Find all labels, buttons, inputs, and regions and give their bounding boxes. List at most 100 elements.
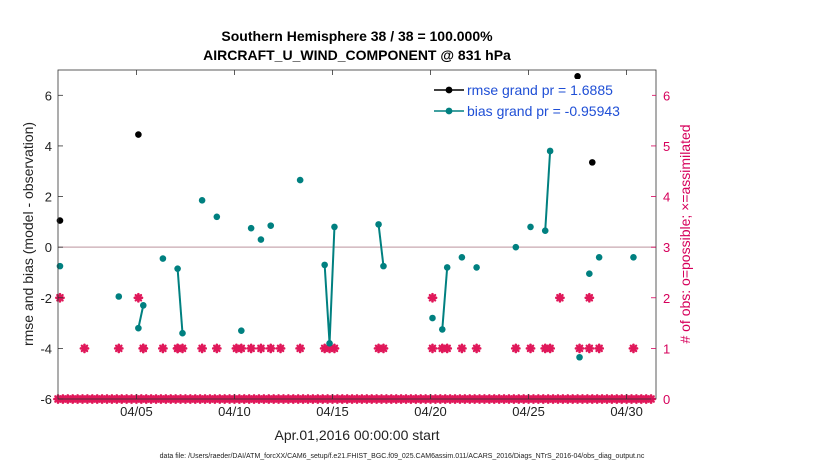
obs-assimilated-point-28-d2 [546, 344, 554, 353]
bias-point-10-0 [267, 222, 275, 229]
obs-assimilated-point-7-d2 [213, 344, 221, 353]
obs-assimilated-point-20 [427, 343, 438, 354]
y-right-tick-label-0: 0 [663, 392, 670, 407]
obs-assimilated-point-13 [275, 343, 286, 354]
obs-assimilated-point-22 [442, 343, 453, 354]
bias-point-17-0 [473, 264, 480, 271]
x-tick-label-4: 04/25 [512, 404, 545, 419]
obs-assimilated-point-22-d2 [443, 344, 451, 353]
obs-assimilated-point-0 [79, 343, 90, 354]
bias-point-19-0 [527, 223, 534, 231]
obs-assimilated-point-32-d2 [629, 344, 638, 353]
bias-point-12-1 [326, 340, 333, 347]
bias-point-12-2 [331, 223, 338, 231]
obs-assimilated-point-17 [329, 343, 340, 354]
bias-point-15-0 [438, 326, 446, 333]
chart-title-line2: AIRCRAFT_U_WIND_COMPONENT @ 831 hPa [203, 47, 511, 63]
obs-possible-point-1-d2 [134, 293, 143, 302]
y-axis-label-left: rmse and bias (model - observation) [20, 122, 36, 346]
obs-assimilated-point-10-d2 [247, 344, 255, 353]
bias-point-7-0 [238, 327, 245, 334]
y-left-tick-label-5: 4 [45, 139, 52, 154]
obs-assimilated-point-7 [211, 343, 222, 354]
legend-rmse-marker [445, 86, 453, 94]
rmse-point-4 [588, 159, 596, 166]
bias-point-4-1 [179, 329, 186, 337]
y-left-tick-label-6: 6 [45, 88, 52, 103]
obs-assimilated-point-25 [510, 343, 521, 354]
legend-rmse-label: rmse grand pr = 1.6885 [467, 82, 613, 98]
bias-point-22-0 [586, 270, 593, 278]
obs-assimilated-point-30-d2 [585, 344, 594, 353]
obs-assimilated-point-29-d2 [575, 344, 584, 353]
y-right-tick-label-5: 5 [663, 139, 670, 154]
y-left-tick-label-1: -4 [40, 341, 52, 356]
bias-point-1-0 [115, 293, 123, 300]
obs-possible-point-6 [584, 292, 595, 303]
rmse-point-1 [135, 131, 142, 138]
bias-point-20-1 [546, 147, 554, 155]
obs-assimilated-point-25-d2 [512, 344, 520, 353]
bias-line-2 [137, 305, 145, 329]
obs-assimilated-point-26 [525, 343, 536, 354]
obs-assimilated-point-31-d2 [595, 344, 603, 353]
obs-assimilated-point-6-d2 [198, 344, 206, 353]
bias-point-15-1 [443, 264, 451, 271]
bias-point-2-0 [135, 324, 142, 332]
obs-assimilated-point-24 [471, 343, 482, 354]
obs-assimilated-point-29 [574, 343, 585, 354]
obs-possible-point-4-d2 [428, 293, 437, 302]
obs-possible-point-1 [133, 292, 144, 303]
obs-assimilated-point-19-d2 [379, 344, 388, 353]
y-left-tick-label-3: 0 [45, 240, 52, 255]
bias-point-21-0 [576, 353, 583, 361]
obs-possible-point-2 [138, 343, 149, 354]
y-left-tick-label-0: -6 [40, 392, 52, 407]
bias-point-11-0 [296, 176, 304, 184]
y-right-tick-label-1: 1 [663, 341, 670, 356]
obs-assimilated-point-12 [265, 343, 276, 354]
obs-possible-point-5 [555, 292, 565, 303]
bias-point-12-0 [321, 261, 328, 269]
x-tick-label-2: 04/15 [316, 404, 349, 419]
bias-point-14-0 [429, 314, 436, 322]
obs-possible-point-3 [172, 343, 183, 354]
bias-point-2-1 [139, 302, 147, 309]
bias-line-13 [377, 224, 385, 267]
obs-assimilated-point-23 [456, 343, 467, 354]
obs-possible-point-5-d2 [556, 293, 564, 302]
obs-assimilated-point-10 [246, 343, 257, 354]
bias-point-5-0 [198, 197, 206, 204]
bias-point-23-0 [595, 253, 603, 261]
obs-assimilated-point-19 [378, 343, 389, 354]
plot-frame [57, 69, 657, 400]
legend-bias-marker [445, 107, 453, 115]
obs-assimilated-point-12-d2 [266, 344, 275, 353]
bias-point-3-0 [159, 255, 167, 262]
obs-assimilated-point-20-d2 [428, 344, 437, 353]
obs-assimilated-point-1-d2 [114, 344, 123, 353]
bias-point-9-0 [257, 236, 265, 243]
legend: rmse grand pr = 1.6885 bias grand pr = -… [430, 79, 652, 121]
obs-assimilated-point-3-d2 [159, 344, 167, 353]
obs-assimilated-point-11-d2 [257, 344, 265, 353]
obs-assimilated-point-23-d2 [458, 344, 466, 353]
obs-assimilated-point-14 [295, 343, 306, 354]
x-tick-label-3: 04/20 [414, 404, 447, 419]
obs-assimilated-point-26-d2 [526, 344, 535, 353]
bias-line-20 [544, 150, 552, 231]
y-right-tick-label-6: 6 [663, 88, 670, 103]
bias-point-24-0 [630, 253, 637, 261]
bias-point-18-0 [512, 243, 520, 251]
x-tick-label-5: 04/30 [610, 404, 643, 419]
axis-ticks: 04/05 04/10 04/15 04/20 04/25 04/30 -6 -4 -2 0 2 4 6… [40, 70, 670, 419]
data-file-footer: data file: /Users/raeder/DAI/ATM_forcXX/… [160, 453, 645, 460]
bias-point-4-0 [174, 265, 181, 272]
bias-line-4 [176, 268, 184, 334]
x-axis-label: Apr.01,2016 00:00:00 start [274, 427, 439, 443]
y-right-tick-label-2: 2 [663, 291, 670, 306]
obs-assimilated-point-17-d2 [330, 344, 339, 353]
obs-assimilated-point-32 [628, 343, 639, 354]
bias-point-20-0 [541, 227, 549, 235]
